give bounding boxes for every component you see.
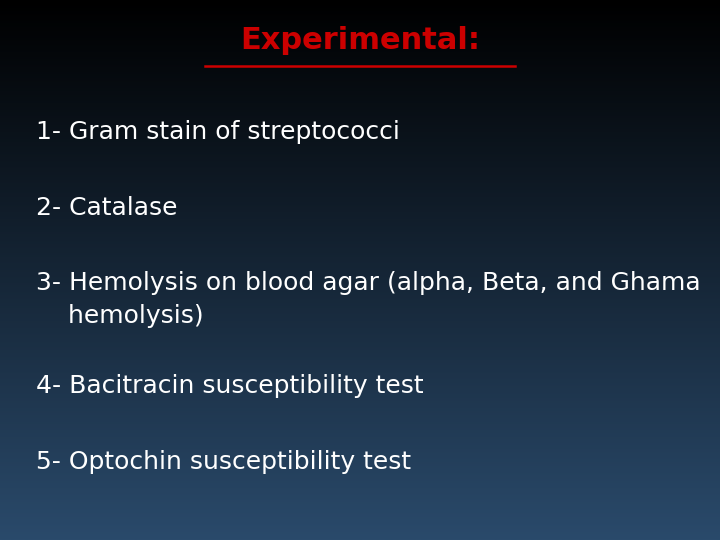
Text: 4- Bacitracin susceptibility test: 4- Bacitracin susceptibility test — [36, 374, 423, 398]
Text: 5- Optochin susceptibility test: 5- Optochin susceptibility test — [36, 450, 411, 474]
Text: 2- Catalase: 2- Catalase — [36, 196, 178, 220]
Text: Experimental:: Experimental: — [240, 26, 480, 55]
Text: 3- Hemolysis on blood agar (alpha, Beta, and Ghama
    hemolysis): 3- Hemolysis on blood agar (alpha, Beta,… — [36, 271, 701, 328]
Text: 1- Gram stain of streptococci: 1- Gram stain of streptococci — [36, 120, 400, 144]
